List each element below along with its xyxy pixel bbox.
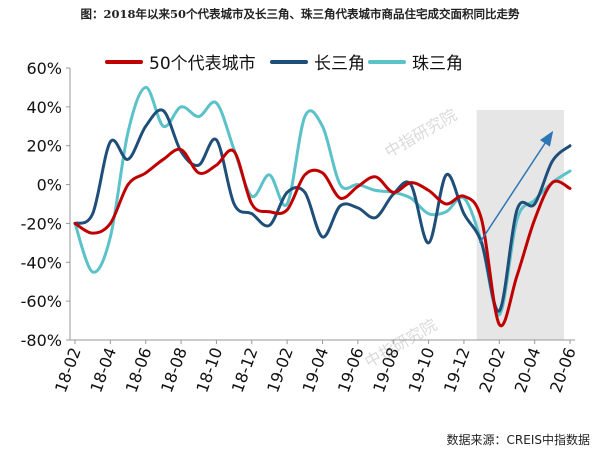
- legend-swatch: [270, 59, 308, 64]
- x-tick-label: 19-04: [299, 345, 333, 395]
- y-tick-label: -80%: [21, 331, 62, 350]
- legend-item-yangtze-delta: 长三角: [270, 49, 365, 74]
- x-tick-label: 20-06: [546, 345, 580, 395]
- x-tick-label: 18-02: [51, 345, 85, 395]
- shaded-region: [476, 110, 564, 340]
- legend-label: 50个代表城市: [149, 54, 256, 74]
- x-tick-label: 18-08: [157, 345, 191, 395]
- y-tick-label: 0%: [37, 176, 62, 195]
- legend-item-pearl-delta: 珠三角: [368, 49, 463, 74]
- x-tick-label: 18-04: [86, 345, 120, 395]
- y-tick-label: -20%: [21, 214, 62, 233]
- legend-item-50-cities: 50个代表城市: [105, 49, 256, 74]
- series-line-0: [73, 147, 572, 328]
- x-tick-label: 19-02: [263, 345, 297, 395]
- legend-label: 珠三角: [412, 54, 463, 74]
- x-tick-label: 18-06: [122, 345, 156, 395]
- x-tick-label: 20-04: [511, 345, 545, 395]
- y-tick-label: 20%: [26, 137, 62, 156]
- legend-label: 长三角: [314, 54, 365, 74]
- x-tick-label: 19-10: [405, 345, 439, 395]
- legend-swatch: [368, 59, 406, 64]
- y-tick-label: 60%: [26, 59, 62, 78]
- y-tick-label: 40%: [26, 98, 62, 117]
- x-tick-label: 19-12: [440, 345, 474, 395]
- chart-title: 图：2018年以来50个代表城市及长三角、珠三角代表城市商品住宅成交面积同比走势: [80, 7, 520, 21]
- trend-arrow: [478, 130, 554, 244]
- legend-swatch: [105, 59, 143, 64]
- y-tick-label: -40%: [21, 253, 62, 272]
- data-source: 数据来源：CREIS中指数据: [446, 433, 590, 447]
- x-tick-label: 20-02: [475, 345, 509, 395]
- x-tick-label: 18-12: [228, 345, 262, 395]
- x-tick-label: 18-10: [192, 345, 226, 395]
- legend: 50个代表城市 长三角 珠三角: [0, 49, 600, 74]
- y-tick-label: -60%: [21, 292, 62, 311]
